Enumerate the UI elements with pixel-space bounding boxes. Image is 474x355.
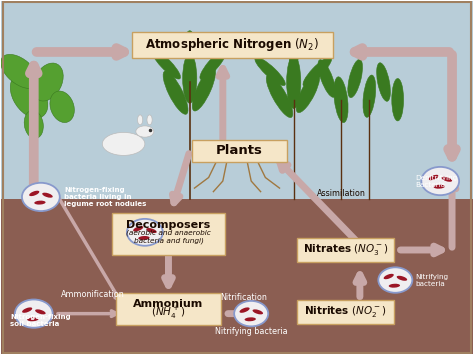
Circle shape [22,183,60,211]
Text: Nitrifying
bacteria: Nitrifying bacteria [416,274,449,286]
Circle shape [378,267,412,293]
Ellipse shape [442,177,452,182]
Ellipse shape [133,226,143,231]
Text: $\bf{Nitrates}$ $(NO_3^-)$: $\bf{Nitrates}$ $(NO_3^-)$ [303,242,389,257]
FancyBboxPatch shape [297,238,394,262]
Ellipse shape [239,307,250,313]
Text: Plants: Plants [216,144,263,158]
Ellipse shape [22,307,32,313]
Ellipse shape [166,220,194,231]
Polygon shape [0,1,474,199]
Ellipse shape [29,191,39,196]
Ellipse shape [146,228,157,233]
Ellipse shape [296,73,319,113]
Ellipse shape [152,50,181,79]
Ellipse shape [434,185,445,189]
Ellipse shape [35,309,46,315]
Polygon shape [195,239,203,252]
Text: Nitrifying bacteria: Nitrifying bacteria [215,327,288,336]
FancyBboxPatch shape [132,32,333,58]
Ellipse shape [245,317,256,321]
Ellipse shape [363,75,376,117]
Text: Decomposers: Decomposers [127,220,210,230]
Text: Nitrogen-fixing
bacteria living in
legume root nodules: Nitrogen-fixing bacteria living in legum… [64,187,147,207]
Text: $\bf{Nitrites}$ $(NO_2^-)$: $\bf{Nitrites}$ $(NO_2^-)$ [304,304,387,320]
Ellipse shape [289,38,299,70]
Circle shape [173,222,177,225]
Polygon shape [174,227,186,245]
Ellipse shape [200,49,227,80]
Text: Nitrification: Nitrification [221,293,267,302]
Ellipse shape [27,317,38,321]
Text: Assimilation: Assimilation [318,189,366,198]
Ellipse shape [397,276,407,281]
Ellipse shape [318,60,336,97]
Text: $(NH_4^+)$: $(NH_4^+)$ [151,305,186,321]
Ellipse shape [147,115,152,125]
Polygon shape [0,199,474,354]
Circle shape [183,222,187,224]
Ellipse shape [42,193,53,198]
Ellipse shape [392,78,403,121]
Ellipse shape [334,77,348,122]
Ellipse shape [163,71,188,114]
Ellipse shape [255,57,285,86]
FancyBboxPatch shape [297,300,394,324]
Text: $\bf{Atmospheric\ Nitrogen}$ $(N_2)$: $\bf{Atmospheric\ Nitrogen}$ $(N_2)$ [146,37,319,53]
Ellipse shape [137,115,143,125]
Ellipse shape [34,201,46,204]
Circle shape [178,225,182,228]
Text: Ammonification: Ammonification [61,290,125,299]
Ellipse shape [266,75,293,118]
Ellipse shape [0,54,38,88]
Ellipse shape [303,57,332,86]
Circle shape [15,300,53,328]
Text: Ammonium: Ammonium [133,299,204,309]
Text: Denitrifying
Bacteria: Denitrifying Bacteria [416,175,458,187]
Ellipse shape [428,175,438,180]
Ellipse shape [50,91,74,122]
Ellipse shape [33,63,63,101]
Text: (aerobic and anaerobic
bacteria and fungi): (aerobic and anaerobic bacteria and fung… [126,230,211,244]
Circle shape [127,219,163,246]
FancyBboxPatch shape [192,140,287,162]
Ellipse shape [24,110,43,138]
Ellipse shape [184,31,196,62]
Circle shape [234,301,268,326]
Circle shape [421,167,459,195]
Ellipse shape [287,55,301,109]
Ellipse shape [136,126,154,137]
Ellipse shape [389,284,400,288]
FancyBboxPatch shape [111,213,226,256]
Ellipse shape [348,59,363,98]
Ellipse shape [192,67,216,111]
Ellipse shape [377,63,391,101]
Ellipse shape [138,236,150,240]
Ellipse shape [102,132,145,155]
Ellipse shape [383,274,394,279]
Ellipse shape [253,309,263,315]
Ellipse shape [182,54,197,103]
Ellipse shape [10,74,48,118]
FancyBboxPatch shape [116,294,221,324]
Text: Nitrogen-fixing
soil bacteria: Nitrogen-fixing soil bacteria [10,314,71,327]
Ellipse shape [190,234,209,242]
